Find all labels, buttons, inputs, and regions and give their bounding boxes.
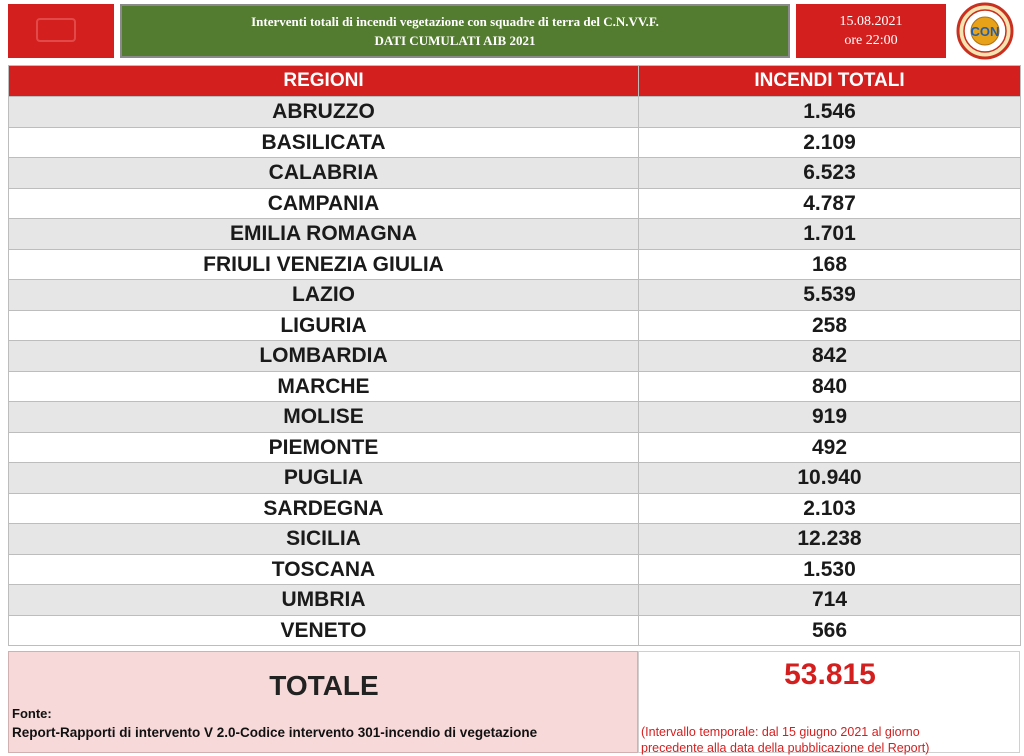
fire-count: 842 <box>638 340 1021 372</box>
report-time: ore 22:00 <box>844 33 898 48</box>
table-header-row: REGIONI INCENDI TOTALI <box>8 65 1021 97</box>
region-name: EMILIA ROMAGNA <box>8 218 639 250</box>
region-name: VENETO <box>8 614 639 646</box>
fire-count: 6.523 <box>638 157 1021 189</box>
fire-count: 492 <box>638 431 1021 463</box>
table-row: LOMBARDIA 842 <box>8 340 1021 372</box>
fire-count: 1.530 <box>638 553 1021 585</box>
region-name: BASILICATA <box>8 126 639 158</box>
region-name: FRIULI VENEZIA GIULIA <box>8 248 639 280</box>
report-title-banner: Interventi totali di incendi vegetazione… <box>120 4 790 58</box>
total-label-cell: TOTALE Fonte: Report-Rapporti di interve… <box>8 651 638 753</box>
report-subtitle: DATI CUMULATI AIB 2021 <box>374 33 536 48</box>
regions-fire-table: REGIONI INCENDI TOTALI ABRUZZO 1.546 BASIL… <box>8 65 1021 646</box>
fire-count: 1.546 <box>638 96 1021 128</box>
report-date-box: 15.08.2021 ore 22:00 <box>796 4 946 58</box>
table-row: MARCHE 840 <box>8 370 1021 402</box>
table-row: ABRUZZO 1.546 <box>8 96 1021 128</box>
table-row: FRIULI VENEZIA GIULIA 168 <box>8 248 1021 280</box>
svg-text:CON: CON <box>971 24 1000 39</box>
table-row: SICILIA 12.238 <box>8 523 1021 555</box>
table-row: SARDEGNA 2.103 <box>8 492 1021 524</box>
time-interval-note: (Intervallo temporale: dal 15 giugno 202… <box>641 724 1019 756</box>
fire-count: 10.940 <box>638 462 1021 494</box>
region-name: PIEMONTE <box>8 431 639 463</box>
table-row: LIGURIA 258 <box>8 309 1021 341</box>
fire-count: 5.539 <box>638 279 1021 311</box>
total-value: 53.815 <box>784 658 876 691</box>
table-row: VENETO 566 <box>8 614 1021 646</box>
region-name: CALABRIA <box>8 157 639 189</box>
interval-note-line: (Intervallo temporale: dal 15 giugno 202… <box>641 725 920 739</box>
column-header-total-fires: INCENDI TOTALI <box>638 65 1021 97</box>
table-row: TOSCANA 1.530 <box>8 553 1021 585</box>
total-value-cell: 53.815 (Intervallo temporale: dal 15 giu… <box>638 651 1020 756</box>
fire-count: 919 <box>638 401 1021 433</box>
table-row: EMILIA ROMAGNA 1.701 <box>8 218 1021 250</box>
region-name: SICILIA <box>8 523 639 555</box>
aib-emblem-icon: CON <box>954 2 1016 60</box>
region-name: LIGURIA <box>8 309 639 341</box>
table-row: MOLISE 919 <box>8 401 1021 433</box>
region-name: LAZIO <box>8 279 639 311</box>
region-name: SARDEGNA <box>8 492 639 524</box>
region-name: TOSCANA <box>8 553 639 585</box>
source-text: Report-Rapporti di intervento V 2.0-Codi… <box>12 725 538 740</box>
region-name: MARCHE <box>8 370 639 402</box>
brand-logo-left <box>8 4 114 58</box>
fire-count: 2.103 <box>638 492 1021 524</box>
fire-count: 840 <box>638 370 1021 402</box>
table-body: ABRUZZO 1.546 BASILICATA 2.109 CALABRIA 6.523… <box>8 96 1021 646</box>
column-header-regions: REGIONI <box>8 65 639 97</box>
region-name: UMBRIA <box>8 584 639 616</box>
table-row: CAMPANIA 4.787 <box>8 187 1021 219</box>
fire-count: 12.238 <box>638 523 1021 555</box>
fire-count: 714 <box>638 584 1021 616</box>
table-row: LAZIO 5.539 <box>8 279 1021 311</box>
region-name: CAMPANIA <box>8 187 639 219</box>
region-name: ABRUZZO <box>8 96 639 128</box>
report-title: Interventi totali di incendi vegetazione… <box>251 14 659 29</box>
table-row: PUGLIA 10.940 <box>8 462 1021 494</box>
logo-shape <box>36 18 76 42</box>
fire-count: 4.787 <box>638 187 1021 219</box>
total-label: TOTALE <box>269 670 379 701</box>
fire-count: 258 <box>638 309 1021 341</box>
region-name: MOLISE <box>8 401 639 433</box>
table-row: BASILICATA 2.109 <box>8 126 1021 158</box>
table-row: PIEMONTE 492 <box>8 431 1021 463</box>
fire-count: 566 <box>638 614 1021 646</box>
table-row: UMBRIA 714 <box>8 584 1021 616</box>
fire-count: 1.701 <box>638 218 1021 250</box>
fire-count: 2.109 <box>638 126 1021 158</box>
fire-count: 168 <box>638 248 1021 280</box>
region-name: PUGLIA <box>8 462 639 494</box>
source-label: Fonte: <box>12 706 52 721</box>
region-name: LOMBARDIA <box>8 340 639 372</box>
interval-note-line: precedente alla data della pubblicazione… <box>641 741 930 755</box>
table-row: CALABRIA 6.523 <box>8 157 1021 189</box>
report-date: 15.08.2021 <box>839 14 903 29</box>
